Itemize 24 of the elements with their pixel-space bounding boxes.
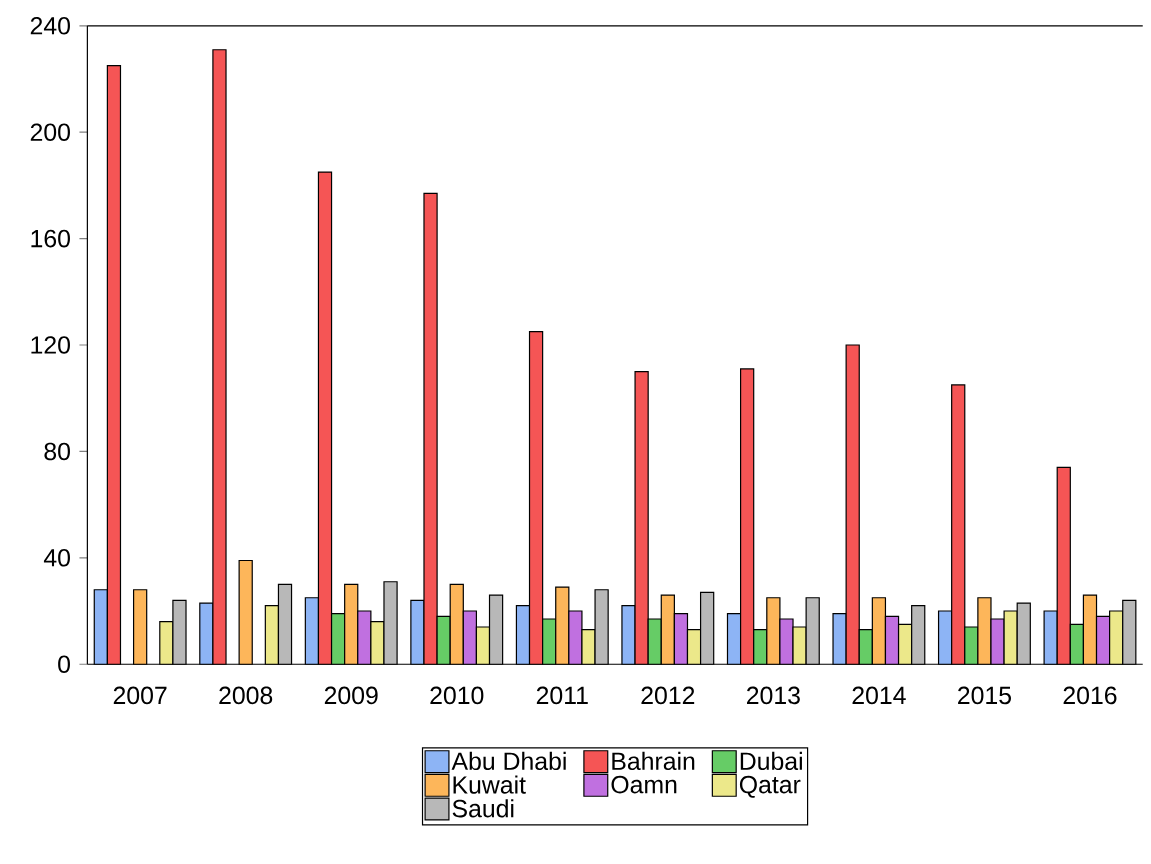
y-tick-label: 120 [31,336,70,354]
x-tick-label: 2010 [430,686,484,705]
legend-label: Oamn [611,775,677,794]
legend-label: Dubai [740,751,802,771]
legend-label: Saudi [452,799,514,818]
x-tick-label: 2016 [1063,686,1117,705]
legend-label: Kuwait [453,775,526,794]
x-tick-label: 2013 [747,686,800,705]
y-tick-label: 80 [44,442,70,461]
x-tick-label: 2008 [219,686,273,705]
x-tick-label: 2011 [536,686,588,705]
legend-label: Bahrain [612,751,695,771]
x-tick-label: 2015 [958,686,1011,705]
legend-label: Abu Dhabi [451,751,566,771]
y-tick-label: 160 [31,229,70,248]
x-tick-label: 2007 [113,686,167,705]
x-tick-label: 2014 [852,686,906,705]
x-tick-label: 2009 [324,686,378,705]
y-tick-label: 0 [58,655,70,674]
y-tick-label: 40 [43,549,70,567]
y-tick-label: 200 [30,123,70,142]
x-tick-label: 2012 [641,686,695,705]
y-tick-label: 240 [30,17,70,35]
legend-label: Qatar [739,775,801,798]
